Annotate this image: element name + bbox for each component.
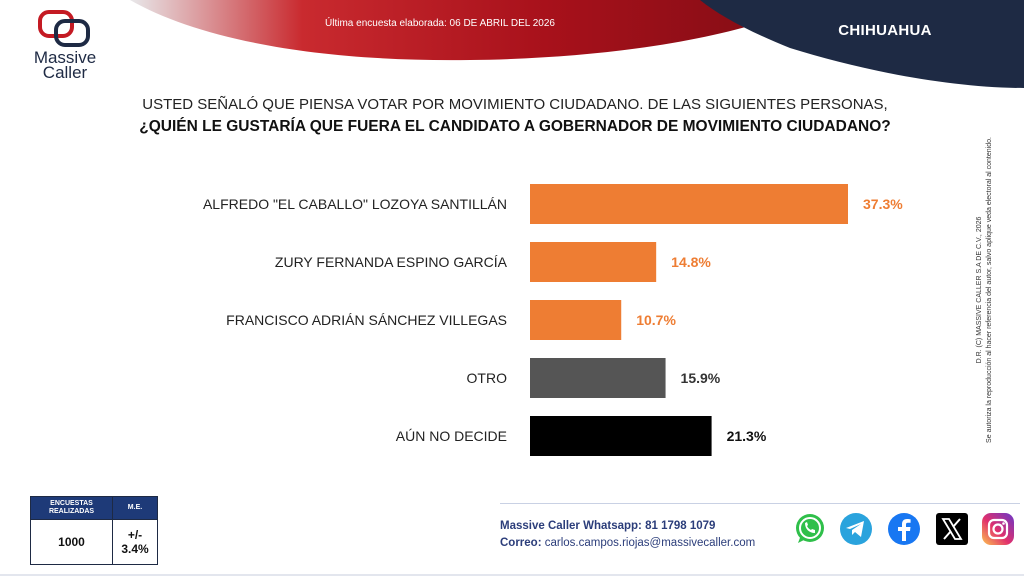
header-red-band <box>130 0 820 61</box>
social-icons <box>790 511 1020 551</box>
header-navy-band <box>700 0 1024 88</box>
bar <box>530 416 712 456</box>
bar <box>530 184 848 224</box>
category-label: ZURY FERNANDA ESPINO GARCÍA <box>275 254 508 270</box>
margin-value: +/- 3.4% <box>112 519 158 565</box>
email-value[interactable]: carlos.campos.riojas@massivecaller.com <box>544 537 756 549</box>
instagram-icon[interactable] <box>980 511 1016 547</box>
question-line2: ¿QUIÉN LE GUSTARÍA QUE FUERA EL CANDIDAT… <box>139 118 891 135</box>
whatsapp-contact: Massive Caller Whatsapp: 81 1798 1079 <box>500 518 755 535</box>
copyright-note: D.R. (C) MASSIVE CALLER S.A DE C.V., 202… <box>955 100 1015 480</box>
survey-date-value: 06 DE ABRIL DEL 2026 <box>449 18 555 29</box>
category-label: FRANCISCO ADRIÁN SÁNCHEZ VILLEGAS <box>226 312 507 328</box>
category-label: ALFREDO "EL CABALLO" LOZOYA SANTILLÁN <box>203 196 507 212</box>
footer-divider <box>500 503 1020 504</box>
category-label: AÚN NO DECIDE <box>396 428 507 444</box>
brand-line1: Massive <box>33 48 97 67</box>
whatsapp-label: Massive Caller Whatsapp: <box>500 520 642 532</box>
survey-date-label: Última encuesta elaborada: <box>325 18 447 29</box>
bar <box>530 300 622 340</box>
region-title: CHIHUAHUA <box>838 22 932 39</box>
whatsapp-icon[interactable] <box>792 511 828 547</box>
telegram-icon[interactable] <box>838 511 874 547</box>
email-label: Correo: <box>500 537 542 549</box>
bar <box>530 358 666 398</box>
surveys-value: 1000 <box>30 519 113 565</box>
contact-info: Massive Caller Whatsapp: 81 1798 1079 Co… <box>500 518 755 552</box>
value-label: 37.3% <box>863 196 903 212</box>
brand-line2: Caller <box>42 63 88 82</box>
value-label: 14.8% <box>671 254 711 270</box>
whatsapp-number[interactable]: 81 1798 1079 <box>645 520 716 532</box>
email-contact: Correo: carlos.campos.riojas@massivecall… <box>500 535 755 552</box>
facebook-icon[interactable] <box>886 511 922 547</box>
brand-logo: Massive Caller <box>20 10 110 90</box>
surveys-header: ENCUESTAS REALIZADAS <box>30 496 113 520</box>
copyright-line2: Se autoriza la reproducción al hacer ref… <box>986 137 993 443</box>
chat-bubbles-icon <box>38 10 90 47</box>
value-label: 10.7% <box>636 312 676 328</box>
brand-name: Massive Caller <box>20 48 110 82</box>
category-label: OTRO <box>467 370 508 386</box>
bottom-divider <box>0 574 1024 576</box>
copyright-line1: D.R. (C) MASSIVE CALLER S.A DE C.V., 202… <box>976 216 983 364</box>
bar-chart: ALFREDO "EL CABALLO" LOZOYA SANTILLÁN 37.… <box>203 184 903 456</box>
x-icon[interactable] <box>934 511 970 547</box>
value-label: 21.3% <box>727 428 767 444</box>
margin-header: M.E. <box>112 496 158 520</box>
survey-meta-table: ENCUESTAS REALIZADAS M.E. 1000 +/- 3.4% <box>30 496 158 565</box>
survey-date: Última encuesta elaborada: 06 DE ABRIL D… <box>240 18 640 29</box>
question-line1: USTED SEÑALÓ QUE PIENSA VOTAR POR MOVIMI… <box>142 96 888 113</box>
value-label: 15.9% <box>681 370 721 386</box>
header-background <box>130 0 1024 88</box>
bar <box>530 242 657 282</box>
